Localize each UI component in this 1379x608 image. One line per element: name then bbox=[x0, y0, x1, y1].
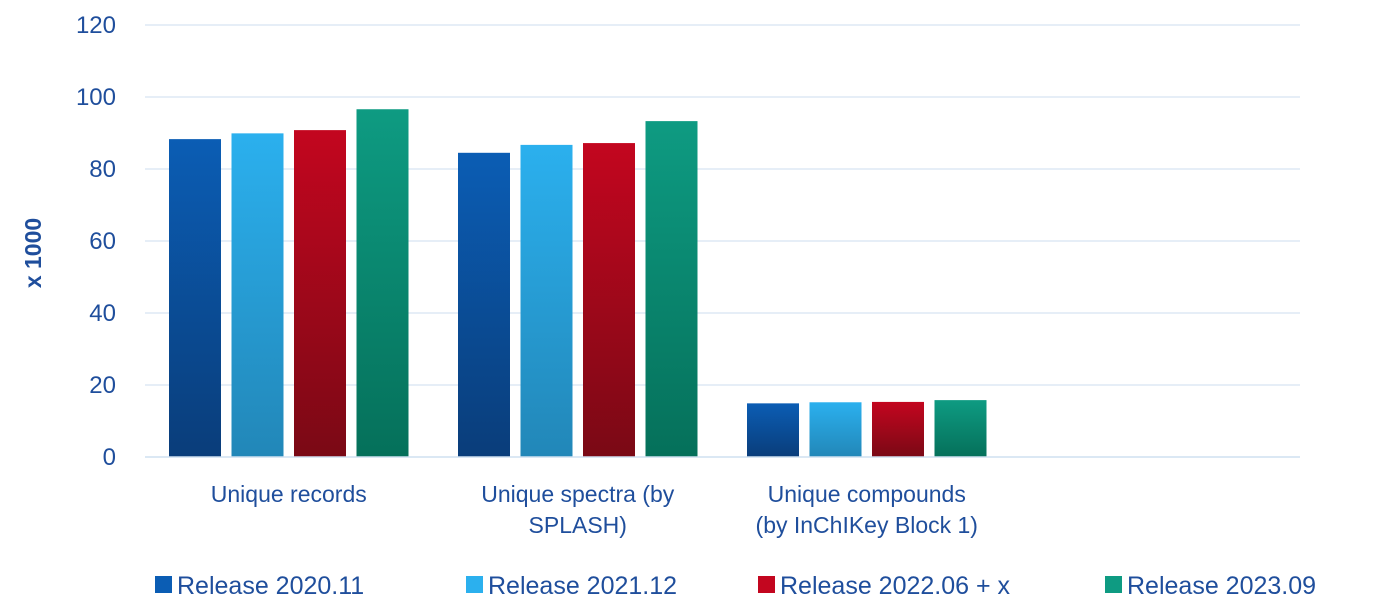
bar bbox=[169, 139, 221, 457]
legend-label: Release 2021.12 bbox=[488, 572, 677, 600]
y-tick-label: 100 bbox=[76, 84, 116, 111]
bar bbox=[356, 109, 409, 458]
y-tick-label: 20 bbox=[89, 372, 116, 399]
legend: Release 2020.11 Release 2021.12 Release 20… bbox=[155, 572, 1316, 600]
bar bbox=[934, 400, 987, 457]
x-category-label: Unique spectra (by bbox=[481, 481, 675, 507]
bar bbox=[645, 121, 698, 458]
bar bbox=[294, 130, 346, 457]
bar bbox=[747, 403, 799, 457]
x-category-label: (by InChIKey Block 1) bbox=[756, 512, 978, 538]
legend-label: Release 2020.11 bbox=[177, 572, 364, 600]
legend-label: Release 2023.09 bbox=[1127, 572, 1316, 600]
bar bbox=[458, 152, 510, 458]
legend-swatch bbox=[758, 576, 775, 593]
legend-swatch bbox=[155, 576, 172, 593]
legend-swatch bbox=[466, 576, 483, 593]
x-category-label: Unique records bbox=[211, 481, 367, 507]
x-category-label: SPLASH) bbox=[529, 512, 627, 538]
y-axis-label: x 1000 bbox=[20, 218, 46, 288]
bars bbox=[169, 109, 987, 458]
legend-swatch bbox=[1105, 576, 1122, 593]
y-tick-label: 120 bbox=[76, 12, 116, 39]
bar bbox=[809, 402, 862, 457]
y-tick-label: 60 bbox=[89, 228, 116, 255]
x-category-label: Unique compounds bbox=[768, 481, 966, 507]
x-axis-categories: Unique records Unique spectra (by SPLASH) U… bbox=[211, 481, 978, 538]
y-tick-label: 0 bbox=[103, 444, 116, 471]
y-tick-label: 40 bbox=[89, 300, 116, 327]
bar bbox=[872, 401, 924, 457]
bar bbox=[231, 133, 284, 458]
bar bbox=[583, 143, 635, 457]
y-axis-ticks: 0 20 40 60 80 100 120 bbox=[76, 12, 116, 471]
bar bbox=[520, 144, 573, 457]
legend-label: Release 2022.06 + x bbox=[780, 572, 1011, 600]
y-tick-label: 80 bbox=[89, 156, 116, 183]
